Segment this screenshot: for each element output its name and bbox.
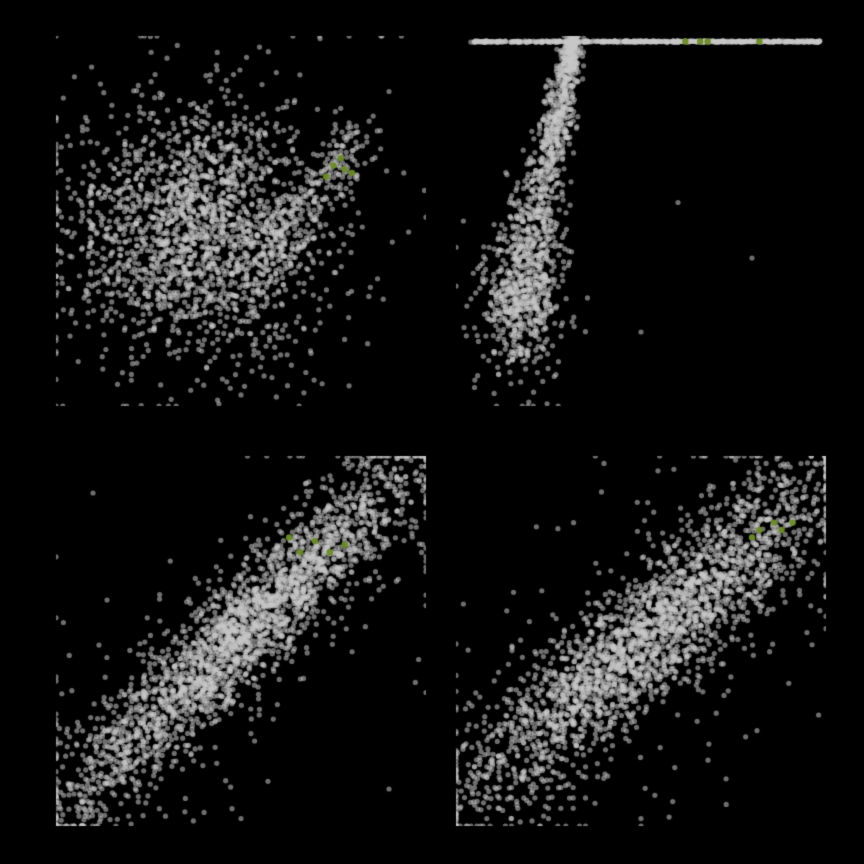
scatter-grid [0, 0, 864, 864]
scatter-canvas [0, 0, 864, 864]
